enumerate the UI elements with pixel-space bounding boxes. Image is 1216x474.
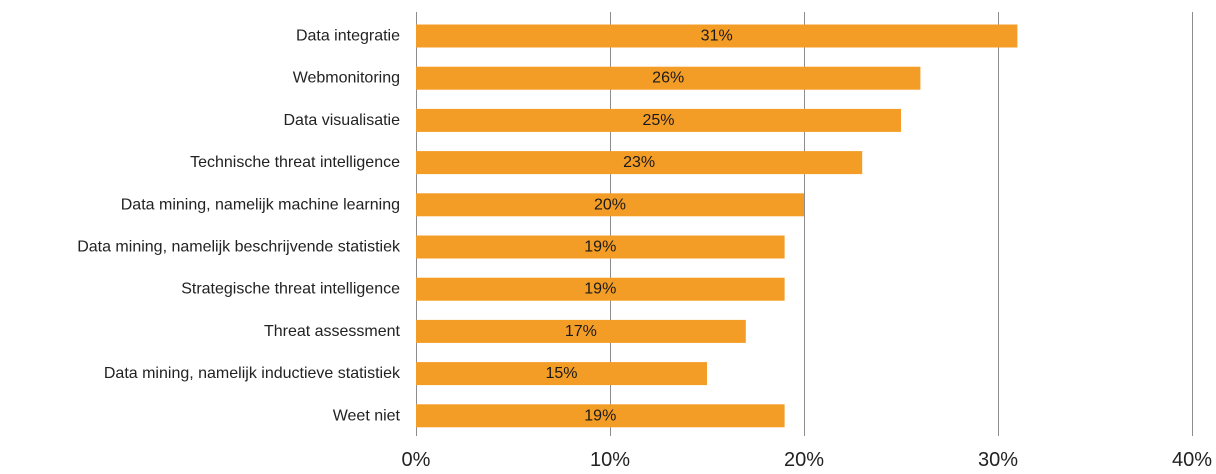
category-label-0: Data integratie — [296, 28, 400, 45]
value-label-7: 17% — [565, 323, 597, 340]
value-label-6: 19% — [584, 281, 616, 298]
value-label-9: 19% — [584, 407, 616, 424]
category-label-7: Threat assessment — [264, 323, 401, 340]
value-label-8: 15% — [545, 365, 577, 382]
bars — [416, 24, 1018, 428]
bar-1 — [416, 66, 921, 90]
category-label-4: Data mining, namelijk machine learning — [121, 196, 400, 213]
category-label-2: Data visualisatie — [284, 112, 401, 129]
category-label-8: Data mining, namelijk inductieve statist… — [104, 365, 401, 382]
category-label-5: Data mining, namelijk beschrijvende stat… — [77, 239, 401, 256]
value-label-2: 25% — [642, 112, 674, 129]
x-tick-label-40: 40% — [1172, 449, 1212, 471]
bar-2 — [416, 108, 901, 132]
category-label-6: Strategische threat intelligence — [181, 281, 400, 298]
x-tick-labels: 0% 10% 20% 30% 40% — [402, 449, 1213, 471]
value-label-1: 26% — [652, 70, 684, 87]
category-label-1: Webmonitoring — [293, 70, 400, 87]
x-tick-label-20: 20% — [784, 449, 824, 471]
value-labels: 31% 26% 25% 23% 20% 19% 19% 17% 15% 19% — [545, 28, 732, 425]
bar-7 — [416, 319, 746, 343]
value-label-0: 31% — [701, 28, 733, 45]
x-tick-label-30: 30% — [978, 449, 1018, 471]
value-label-5: 19% — [584, 239, 616, 256]
category-label-9: Weet niet — [333, 407, 401, 424]
category-label-3: Technische threat intelligence — [190, 154, 400, 171]
bar-0 — [416, 24, 1018, 48]
value-label-4: 20% — [594, 196, 626, 213]
x-tick-label-10: 10% — [590, 449, 630, 471]
bar-6 — [416, 277, 785, 301]
bar-3 — [416, 151, 863, 175]
bar-9 — [416, 404, 785, 428]
category-labels: Data integratie Webmonitoring Data visuali… — [77, 28, 401, 425]
bar-4 — [416, 193, 804, 217]
value-label-3: 23% — [623, 154, 655, 171]
bar-8 — [416, 362, 707, 386]
x-tick-label-0: 0% — [402, 449, 431, 471]
bar-5 — [416, 235, 785, 259]
